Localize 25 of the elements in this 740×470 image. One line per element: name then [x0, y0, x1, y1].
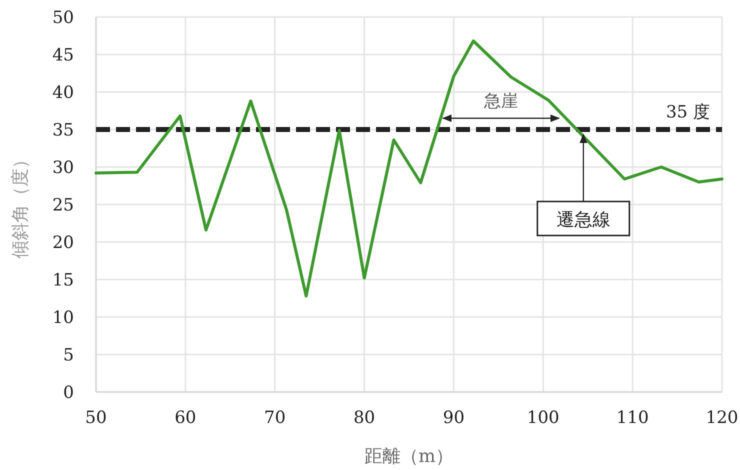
y-tick-label: 40	[52, 83, 74, 103]
y-tick-label: 10	[52, 308, 74, 328]
x-tick-label: 110	[616, 408, 649, 428]
y-axis-title: 傾斜角（度）	[10, 150, 31, 258]
x-tick-label: 60	[174, 408, 196, 428]
y-tick-label: 0	[63, 383, 74, 403]
y-tick-label: 15	[52, 270, 74, 290]
y-tick-label: 5	[63, 346, 74, 366]
x-axis-title: 距離（m）	[364, 446, 454, 467]
x-tick-label: 70	[264, 408, 286, 428]
annotation: 急崖	[483, 91, 518, 112]
line-series	[94, 40, 724, 298]
x-tick-label: 80	[353, 408, 376, 428]
y-tick-label: 50	[52, 8, 74, 28]
x-tick-label: 100	[526, 408, 560, 428]
y-tick-label: 30	[52, 158, 74, 178]
x-tick-label: 120	[706, 408, 738, 428]
x-tick-label: 90	[442, 408, 465, 428]
ref-line-label: 35 度	[666, 102, 710, 122]
y-tick-label: 25	[52, 196, 74, 216]
y-tick-label: 35	[52, 120, 74, 140]
x-tick-label: 50	[85, 408, 107, 428]
annotation: 遷急線	[556, 210, 610, 230]
y-tick-label: 45	[52, 46, 74, 66]
y-tick-label: 20	[52, 233, 74, 253]
